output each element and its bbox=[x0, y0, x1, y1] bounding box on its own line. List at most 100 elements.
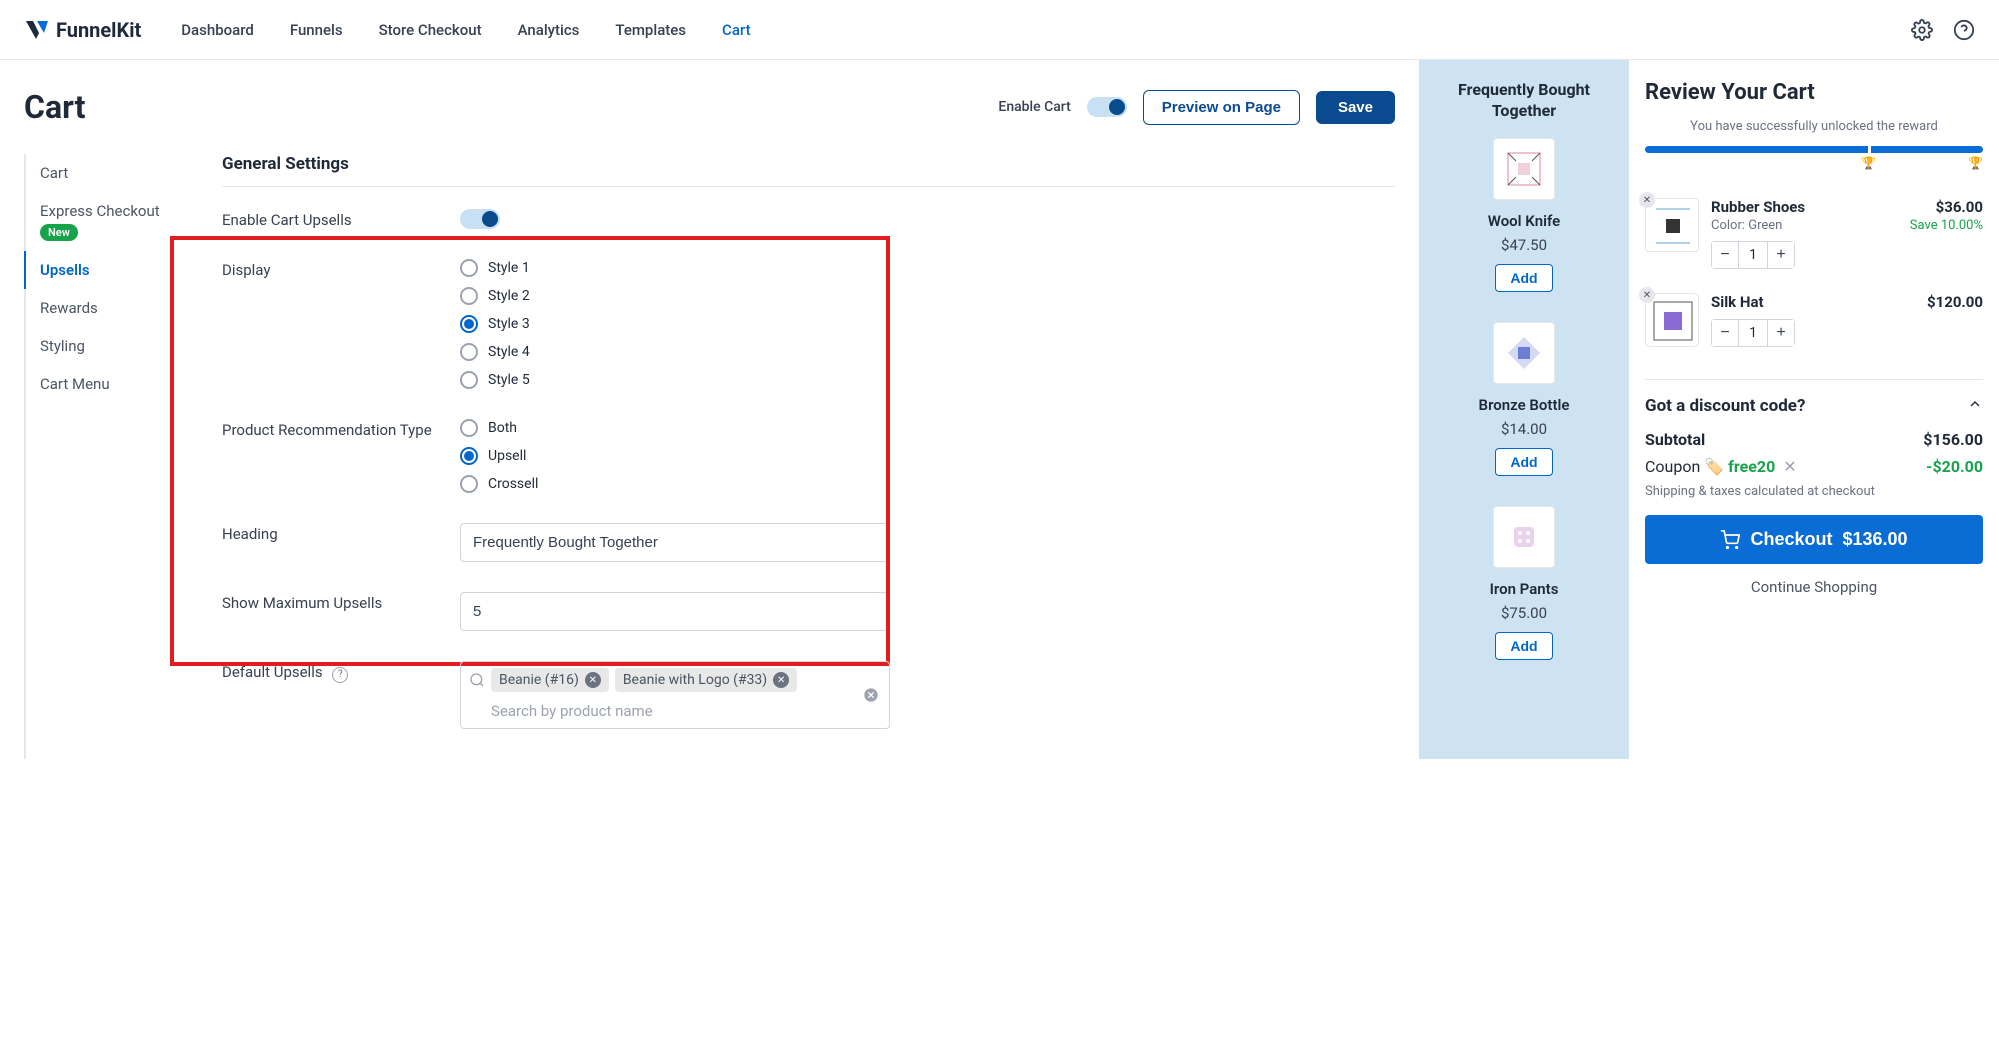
tag-remove-icon[interactable]: ✕ bbox=[585, 672, 601, 688]
coupon-value: -$20.00 bbox=[1926, 457, 1983, 476]
remove-item-icon[interactable]: ✕ bbox=[1639, 287, 1655, 303]
preview-button[interactable]: Preview on Page bbox=[1143, 90, 1300, 125]
display-radio-group: Style 1 Style 2 Style 3 Style 4 Style 5 bbox=[460, 259, 1395, 389]
cart-item-meta: Color: Green bbox=[1711, 218, 1898, 233]
progress-bar bbox=[1645, 146, 1983, 153]
fbt-product-1: Wool Knife $47.50 Add bbox=[1429, 138, 1619, 292]
display-option-2[interactable]: Style 2 bbox=[460, 287, 1395, 305]
cart-item-1: ✕ Rubber Shoes Color: Green − 1 + $36.00… bbox=[1645, 186, 1983, 281]
trophy-icon: 🏆 bbox=[1861, 156, 1876, 170]
brand-name: FunnelKit bbox=[56, 18, 141, 42]
nav-analytics[interactable]: Analytics bbox=[518, 21, 580, 39]
cart-item-price: $36.00 bbox=[1910, 198, 1983, 216]
heading-input[interactable] bbox=[460, 523, 890, 562]
tag-remove-icon[interactable]: ✕ bbox=[773, 672, 789, 688]
display-option-5[interactable]: Style 5 bbox=[460, 371, 1395, 389]
cart-item-body: Rubber Shoes Color: Green − 1 + bbox=[1711, 198, 1898, 269]
checkout-total: $136.00 bbox=[1842, 529, 1907, 550]
remove-coupon-icon[interactable]: ✕ bbox=[1783, 457, 1796, 476]
cart-item-image-icon bbox=[1645, 293, 1699, 347]
cart-title: Review Your Cart bbox=[1645, 80, 1983, 105]
save-button[interactable]: Save bbox=[1316, 91, 1395, 124]
cart-icon bbox=[1720, 530, 1740, 550]
rec-type-option-both[interactable]: Both bbox=[460, 419, 1395, 437]
help-icon[interactable] bbox=[1953, 19, 1975, 41]
radio-icon bbox=[460, 259, 478, 277]
checkout-button[interactable]: Checkout $136.00 bbox=[1645, 515, 1983, 564]
sidebar-item-upsells[interactable]: Upsells bbox=[24, 251, 192, 289]
sidebar-item-cart-menu[interactable]: Cart Menu bbox=[24, 365, 192, 403]
rec-type-radio-group: Both Upsell Crossell bbox=[460, 419, 1395, 493]
rec-type-option-crossell[interactable]: Crossell bbox=[460, 475, 1395, 493]
default-upsells-input[interactable]: Beanie (#16)✕ Beanie with Logo (#33)✕ Se… bbox=[460, 661, 890, 729]
subtotal-label: Subtotal bbox=[1645, 430, 1705, 449]
display-option-1[interactable]: Style 1 bbox=[460, 259, 1395, 277]
page-title: Cart bbox=[24, 88, 998, 126]
display-option-3[interactable]: Style 3 bbox=[460, 315, 1395, 333]
cart-item-price: $120.00 bbox=[1927, 293, 1983, 311]
nav-dashboard[interactable]: Dashboard bbox=[181, 21, 254, 39]
coupon-code: free20 bbox=[1728, 457, 1775, 476]
discount-label: Got a discount code? bbox=[1645, 396, 1805, 416]
cart-item-image-icon bbox=[1645, 198, 1699, 252]
top-icons bbox=[1911, 19, 1975, 41]
gear-icon[interactable] bbox=[1911, 19, 1933, 41]
display-option-4[interactable]: Style 4 bbox=[460, 343, 1395, 361]
qty-minus-button[interactable]: − bbox=[1712, 320, 1738, 346]
field-max-upsells: Show Maximum Upsells bbox=[222, 592, 1395, 631]
tag-item: Beanie (#16)✕ bbox=[491, 668, 609, 692]
cart-item-body: Silk Hat − 1 + bbox=[1711, 293, 1915, 347]
logo-mark-icon bbox=[24, 19, 50, 41]
radio-icon bbox=[460, 343, 478, 361]
reward-message: You have successfully unlocked the rewar… bbox=[1645, 119, 1983, 134]
shipping-note: Shipping & taxes calculated at checkout bbox=[1645, 484, 1983, 499]
cart-item-name: Silk Hat bbox=[1711, 293, 1915, 311]
remove-item-icon[interactable]: ✕ bbox=[1639, 192, 1655, 208]
discount-toggle[interactable]: Got a discount code? bbox=[1645, 396, 1983, 416]
topbar: FunnelKit Dashboard Funnels Store Checko… bbox=[0, 0, 1999, 60]
subtotal-row: Subtotal $156.00 bbox=[1645, 430, 1983, 449]
radio-icon bbox=[460, 447, 478, 465]
max-upsells-label: Show Maximum Upsells bbox=[222, 592, 460, 612]
cart-item-save: Save 10.00% bbox=[1910, 218, 1983, 233]
nav-store-checkout[interactable]: Store Checkout bbox=[379, 21, 482, 39]
product-price: $75.00 bbox=[1429, 604, 1619, 622]
clear-all-icon[interactable] bbox=[863, 687, 879, 703]
page-header: Cart Enable Cart Preview on Page Save bbox=[24, 88, 1395, 126]
cart-item-right: $36.00 Save 10.00% bbox=[1910, 198, 1983, 269]
add-button[interactable]: Add bbox=[1495, 448, 1552, 476]
sidebar-item-express-checkout[interactable]: Express Checkout New bbox=[24, 192, 192, 251]
display-label: Display bbox=[222, 259, 460, 279]
sidebar-item-styling[interactable]: Styling bbox=[24, 327, 192, 365]
enable-cart-toggle[interactable] bbox=[1087, 97, 1127, 117]
enable-upsells-toggle[interactable] bbox=[460, 209, 500, 229]
nav-funnels[interactable]: Funnels bbox=[290, 21, 343, 39]
qty-plus-button[interactable]: + bbox=[1768, 242, 1794, 268]
default-upsells-label: Default Upsells ? bbox=[222, 661, 460, 683]
nav-templates[interactable]: Templates bbox=[615, 21, 686, 39]
product-price: $47.50 bbox=[1429, 236, 1619, 254]
cart-item-2: ✕ Silk Hat − 1 + $120.00 bbox=[1645, 281, 1983, 359]
qty-minus-button[interactable]: − bbox=[1712, 242, 1738, 268]
radio-icon bbox=[460, 475, 478, 493]
qty-stepper: − 1 + bbox=[1711, 319, 1795, 347]
product-name: Wool Knife bbox=[1429, 212, 1619, 230]
enable-upsells-label: Enable Cart Upsells bbox=[222, 209, 460, 229]
logo[interactable]: FunnelKit bbox=[24, 18, 141, 42]
qty-plus-button[interactable]: + bbox=[1768, 320, 1794, 346]
header-actions: Enable Cart Preview on Page Save bbox=[998, 90, 1395, 125]
nav-cart[interactable]: Cart bbox=[722, 21, 751, 39]
sidebar-item-cart[interactable]: Cart bbox=[24, 154, 192, 192]
content-row: Cart Express Checkout New Upsells Reward… bbox=[24, 154, 1395, 759]
rec-type-option-upsell[interactable]: Upsell bbox=[460, 447, 1395, 465]
cart-preview: Review Your Cart You have successfully u… bbox=[1629, 60, 1999, 759]
fbt-product-2: Bronze Bottle $14.00 Add bbox=[1429, 322, 1619, 476]
max-upsells-input[interactable] bbox=[460, 592, 890, 631]
continue-shopping-link[interactable]: Continue Shopping bbox=[1645, 578, 1983, 596]
help-tooltip-icon[interactable]: ? bbox=[332, 667, 348, 683]
sidebar-item-rewards[interactable]: Rewards bbox=[24, 289, 192, 327]
left-panel: Cart Enable Cart Preview on Page Save Ca… bbox=[0, 60, 1419, 759]
add-button[interactable]: Add bbox=[1495, 264, 1552, 292]
add-button[interactable]: Add bbox=[1495, 632, 1552, 660]
qty-stepper: − 1 + bbox=[1711, 241, 1795, 269]
